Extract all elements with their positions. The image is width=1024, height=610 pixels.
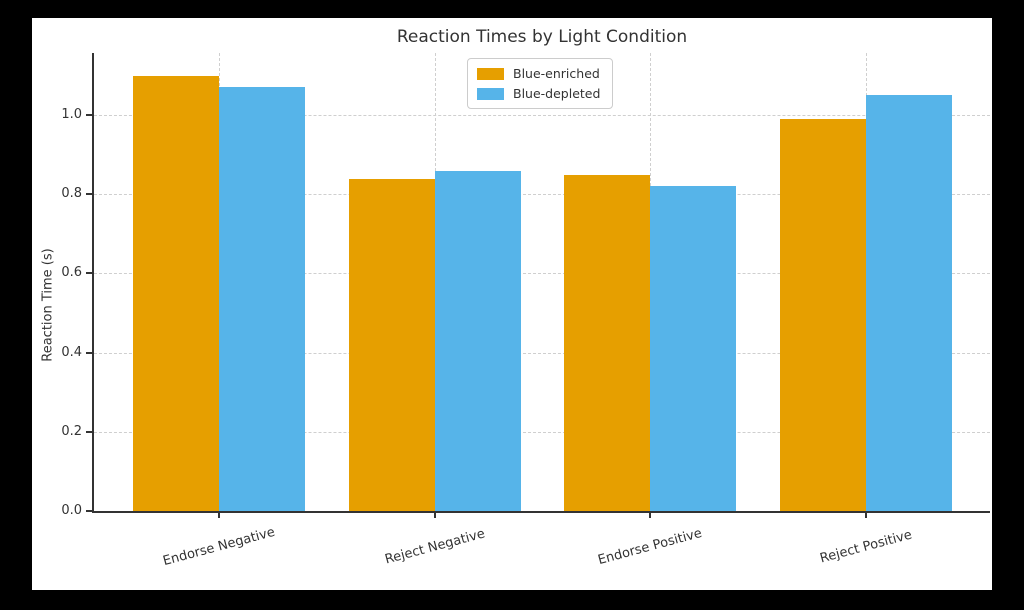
y-tick-mark	[86, 114, 92, 117]
bar-endorse-negative-blue-enriched	[133, 75, 219, 511]
x-tick-label: Endorse Positive	[596, 525, 704, 569]
legend-item-blue-enriched: Blue-enriched	[477, 66, 600, 81]
x-tick-label: Reject Positive	[818, 527, 914, 567]
x-tick-label: Reject Negative	[383, 526, 487, 568]
y-tick-mark	[86, 272, 92, 275]
bar-endorse-positive-blue-depleted	[650, 186, 737, 511]
y-gridline	[94, 431, 990, 433]
legend-item-blue-depleted: Blue-depleted	[477, 86, 600, 101]
y-tick-label: 0.2	[61, 423, 82, 439]
x-tick-mark	[864, 513, 867, 518]
x-axis-spine	[92, 511, 990, 513]
y-tick-label: 0.8	[61, 186, 82, 202]
bar-reject-positive-blue-enriched	[779, 119, 866, 511]
chart-figure: Reaction Times by Light Condition Reacti…	[32, 18, 992, 590]
bar-reject-negative-blue-depleted	[434, 170, 521, 511]
y-axis-spine	[92, 53, 94, 511]
bar-endorse-negative-blue-depleted	[219, 87, 305, 511]
plot-area: Blue-enriched Blue-depleted 0.0 0.2 0.4 0.6 0…	[61, 53, 990, 569]
y-tick-label: 0.0	[61, 503, 82, 518]
legend-swatch-blue-depleted	[477, 87, 504, 100]
chart-title: Reaction Times by Light Condition	[396, 27, 688, 47]
y-gridline	[94, 273, 990, 275]
y-tick-mark	[86, 430, 92, 433]
bar-reject-positive-blue-depleted	[865, 95, 952, 511]
y-tick-label: 0.4	[61, 344, 82, 360]
x-tick-mark	[649, 513, 652, 518]
y-tick-label: 0.6	[61, 265, 82, 281]
y-gridline	[94, 115, 990, 117]
legend-swatch-blue-enriched	[477, 67, 504, 80]
y-gridline	[94, 194, 990, 196]
x-tick-label: Endorse Negative	[161, 524, 277, 570]
y-tick-mark	[86, 351, 92, 354]
y-gridline	[94, 352, 990, 354]
bar-endorse-positive-blue-enriched	[564, 174, 651, 511]
legend: Blue-enriched Blue-depleted	[467, 58, 614, 109]
y-tick-mark	[86, 193, 92, 196]
y-tick-label: 1.0	[61, 107, 82, 123]
legend-label: Blue-depleted	[513, 86, 601, 101]
y-tick-mark	[86, 510, 92, 512]
legend-label: Blue-enriched	[513, 66, 600, 81]
bar-reject-negative-blue-enriched	[348, 178, 435, 511]
x-tick-mark	[218, 513, 220, 518]
x-tick-mark	[433, 513, 436, 518]
